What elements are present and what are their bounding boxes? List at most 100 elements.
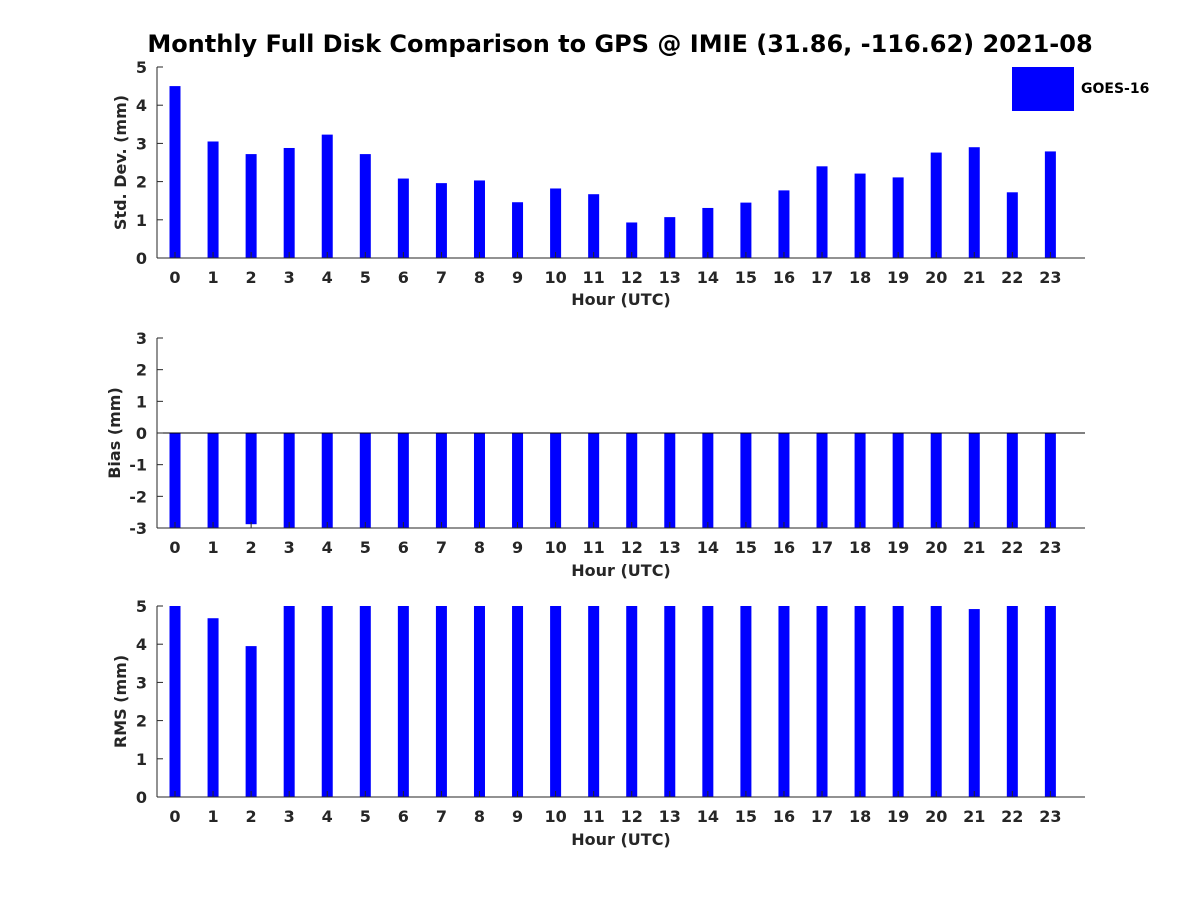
x-tick-label: 16 [773, 538, 795, 557]
bar-bias-10 [550, 433, 562, 528]
x-tick-label: 2 [246, 807, 257, 826]
bar-bias-0 [169, 433, 181, 528]
x-tick-label: 8 [474, 807, 485, 826]
bar-std-dev-3 [283, 147, 295, 258]
x-tick-label: 10 [544, 807, 566, 826]
bar-bias-3 [283, 433, 295, 528]
bar-bias-6 [397, 433, 409, 528]
x-tick-label: 22 [1001, 538, 1023, 557]
bar-std-dev-9 [512, 202, 524, 258]
x-tick-label: 6 [398, 807, 409, 826]
x-tick-label: 9 [512, 268, 523, 287]
bar-rms-2 [245, 646, 257, 797]
bar-rms-11 [588, 606, 600, 797]
bar-std-dev-22 [1006, 192, 1018, 258]
x-tick-label: 7 [436, 538, 447, 557]
bar-rms-10 [550, 606, 562, 797]
bar-rms-7 [435, 606, 447, 797]
x-tick-label: 13 [659, 538, 681, 557]
x-tick-label: 1 [207, 538, 218, 557]
bar-std-dev-2 [245, 154, 257, 258]
bar-rms-9 [512, 606, 524, 797]
legend-swatch [1012, 67, 1074, 111]
x-tick-label: 0 [169, 807, 180, 826]
bar-std-dev-12 [626, 222, 638, 258]
x-tick-label: 7 [436, 268, 447, 287]
bar-rms-8 [473, 606, 485, 797]
x-tick-label: 23 [1039, 807, 1061, 826]
x-tick-label: 1 [207, 807, 218, 826]
bar-bias-9 [512, 433, 524, 528]
bar-rms-0 [169, 606, 181, 797]
legend: GOES-16 [1012, 67, 1162, 112]
x-tick-label: 11 [583, 538, 605, 557]
x-tick-label: 11 [583, 807, 605, 826]
bar-std-dev-19 [892, 177, 904, 258]
x-tick-label: 4 [322, 807, 333, 826]
bar-rms-12 [626, 606, 638, 797]
bar-bias-4 [321, 433, 333, 528]
x-tick-label: 15 [735, 807, 757, 826]
y-tick-label: -3 [129, 519, 147, 538]
x-tick-label: 2 [246, 538, 257, 557]
y-tick-label: 1 [136, 211, 147, 230]
x-tick-label: 15 [735, 268, 757, 287]
x-tick-label: 4 [322, 538, 333, 557]
x-tick-label: 19 [887, 268, 909, 287]
bar-rms-18 [854, 606, 866, 797]
bar-std-dev-23 [1044, 151, 1056, 258]
bar-rms-15 [740, 606, 752, 797]
x-tick-label: 15 [735, 538, 757, 557]
x-tick-label: 14 [697, 807, 719, 826]
bar-bias-1 [207, 433, 219, 528]
x-tick-label: 5 [360, 268, 371, 287]
x-tick-label: 4 [322, 268, 333, 287]
bar-bias-2 [245, 433, 257, 525]
bar-rms-16 [778, 606, 790, 797]
x-tick-label: 12 [621, 538, 643, 557]
y-tick-label: 2 [136, 173, 147, 192]
bar-rms-14 [702, 606, 714, 797]
y-tick-label: 4 [136, 635, 147, 654]
bar-bias-23 [1044, 433, 1056, 528]
x-tick-label: 7 [436, 807, 447, 826]
x-tick-label: 21 [963, 268, 985, 287]
y-tick-label: 5 [136, 597, 147, 616]
x-tick-label: 3 [284, 268, 295, 287]
x-tick-label: 1 [207, 268, 218, 287]
bar-bias-17 [816, 433, 828, 528]
x-tick-label: 20 [925, 807, 947, 826]
x-axis-label: Hour (UTC) [571, 561, 671, 580]
bar-rms-5 [359, 606, 371, 797]
bar-std-dev-21 [968, 147, 980, 258]
y-tick-label: 0 [136, 424, 147, 443]
bar-bias-11 [588, 433, 600, 528]
y-tick-label: 4 [136, 96, 147, 115]
y-tick-label: 0 [136, 249, 147, 268]
bar-bias-16 [778, 433, 790, 528]
x-tick-label: 19 [887, 807, 909, 826]
x-tick-label: 16 [773, 807, 795, 826]
y-tick-label: -2 [129, 487, 147, 506]
bar-std-dev-11 [588, 194, 600, 258]
bar-std-dev-5 [359, 154, 371, 258]
bar-bias-7 [435, 433, 447, 528]
x-tick-label: 5 [360, 807, 371, 826]
bar-std-dev-20 [930, 152, 942, 258]
y-tick-label: 1 [136, 750, 147, 769]
bar-rms-23 [1044, 606, 1056, 797]
bar-rms-17 [816, 606, 828, 797]
x-tick-label: 3 [284, 538, 295, 557]
x-tick-label: 6 [398, 268, 409, 287]
x-tick-label: 13 [659, 268, 681, 287]
x-tick-label: 12 [621, 268, 643, 287]
x-tick-label: 10 [544, 268, 566, 287]
x-tick-label: 20 [925, 268, 947, 287]
y-axis-label: Bias (mm) [105, 387, 124, 479]
x-tick-label: 8 [474, 268, 485, 287]
